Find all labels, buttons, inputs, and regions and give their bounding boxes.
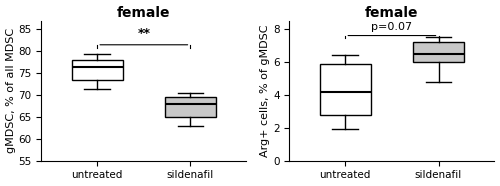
Title: female: female xyxy=(117,6,170,20)
Text: **: ** xyxy=(138,27,150,40)
Y-axis label: gMDSC, % of all MDSC: gMDSC, % of all MDSC xyxy=(6,28,16,153)
PathPatch shape xyxy=(413,42,464,62)
Text: p=0.07: p=0.07 xyxy=(372,22,412,32)
PathPatch shape xyxy=(320,64,371,115)
PathPatch shape xyxy=(165,97,216,117)
Title: female: female xyxy=(365,6,418,20)
PathPatch shape xyxy=(72,60,123,80)
Y-axis label: Arg+ cells, % of gMDSC: Arg+ cells, % of gMDSC xyxy=(260,25,270,157)
